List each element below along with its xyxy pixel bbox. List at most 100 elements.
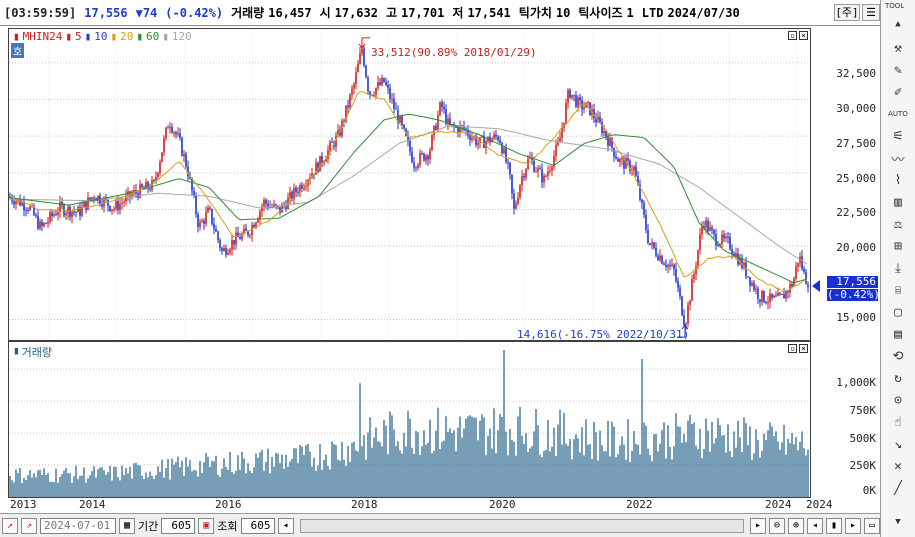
candle-body <box>749 277 751 286</box>
volume-bar <box>217 474 219 497</box>
candle-body <box>409 140 411 152</box>
volume-bar <box>205 452 207 497</box>
candle-body <box>555 145 557 156</box>
candle-body <box>55 214 57 216</box>
scroll-right-icon[interactable]: ▸ <box>750 517 766 534</box>
y-tick-label: 32,500 <box>836 67 876 80</box>
candle-icon[interactable]: ▥ <box>894 194 902 210</box>
candle-body <box>59 202 61 213</box>
ma60-label: 60 <box>146 30 160 43</box>
zoom-in-icon[interactable]: ⊕ <box>788 517 804 534</box>
compare-icon[interactable]: ⚖ <box>894 216 902 232</box>
zoom-icon[interactable]: ⊙ <box>894 392 902 408</box>
volume-bar <box>703 448 705 497</box>
hammer-icon[interactable]: ✎ <box>894 62 902 78</box>
volume-bar <box>113 466 115 497</box>
cross-icon[interactable]: ✕ <box>894 458 902 474</box>
volume-bar <box>501 417 503 497</box>
chart-scrollbar[interactable] <box>299 518 744 533</box>
volume-bar <box>531 446 533 497</box>
scroll-left-icon[interactable]: ◂ <box>277 517 294 534</box>
volume-bar <box>617 454 619 497</box>
edit-icon[interactable]: ✐ <box>894 84 902 100</box>
candle-body <box>119 203 121 211</box>
window-icon[interactable]: ▢ <box>894 304 902 320</box>
volume-bar <box>239 469 241 497</box>
candle-body <box>641 199 643 203</box>
stats-icon[interactable]: ⚟ <box>892 128 904 144</box>
volume-bar <box>191 471 193 497</box>
volume-bar <box>709 451 711 497</box>
scale-right-icon[interactable]: ▸ <box>845 517 861 534</box>
candle-body <box>803 268 805 272</box>
volume-bar <box>231 472 233 497</box>
toolbar-collapse-icon[interactable]: ▲ <box>895 19 901 29</box>
candle-body <box>447 118 449 124</box>
settings-icon[interactable]: ☰ <box>862 4 880 21</box>
reload-icon[interactable]: ⟲ <box>892 348 904 364</box>
candle-body <box>365 65 367 78</box>
zoom-out-icon[interactable]: ⊖ <box>769 517 785 534</box>
volume-bar <box>93 466 95 497</box>
volume-bar <box>51 481 53 497</box>
reset-zoom-icon[interactable]: ▭ <box>864 517 880 534</box>
volume-chart-pane[interactable]: ▮ 거래량 ▫ × <box>8 341 811 498</box>
rotate-icon[interactable]: ↻ <box>894 370 902 386</box>
volume-bar <box>469 415 471 497</box>
volume-bar <box>279 463 281 497</box>
query-icon[interactable]: ▣ <box>198 517 215 534</box>
period-input[interactable]: 605 <box>161 517 196 534</box>
calendar-icon[interactable]: ▦ <box>119 517 135 534</box>
candle-body <box>759 299 761 302</box>
volume-bar <box>377 441 379 497</box>
line-draw-icon[interactable]: ╱ <box>894 480 902 496</box>
wave-icon[interactable]: 〰 <box>891 152 905 168</box>
volume-bar <box>467 416 469 497</box>
volume-bar <box>637 444 639 497</box>
split-icon[interactable]: ⊞ <box>894 238 902 254</box>
scale-left-icon[interactable]: ◂ <box>807 517 823 534</box>
query-input[interactable]: 605 <box>240 517 275 534</box>
volume-bar <box>689 414 691 497</box>
volume-bar <box>675 413 677 497</box>
volume-bar <box>75 465 77 497</box>
bar-scale-icon[interactable]: ▮ <box>826 517 842 534</box>
candle-body <box>53 214 55 217</box>
pane-maximize-icon[interactable]: ▫ <box>788 344 797 353</box>
volume-bar <box>211 460 213 497</box>
chart-type-icon[interactable]: ↗ <box>2 517 18 534</box>
arrow-icon[interactable]: ↘ <box>894 436 902 452</box>
candle-body <box>299 185 301 193</box>
period-label: 기간 <box>138 519 159 533</box>
auto-icon[interactable]: AUTO <box>888 110 908 118</box>
download-icon[interactable]: ⤓ <box>895 260 901 276</box>
ho-badge[interactable]: 호 <box>11 43 25 58</box>
pane-maximize-icon[interactable]: ▫ <box>788 31 797 40</box>
volume-bar <box>11 480 13 497</box>
quote-change: ▼74 <box>135 5 158 20</box>
volume-bar <box>95 477 97 497</box>
start-date-field[interactable]: 2024-07-01 <box>40 517 116 534</box>
volume-bar <box>681 442 683 497</box>
calc-icon[interactable]: ⌸ <box>895 285 901 295</box>
volume-bar <box>135 462 137 497</box>
pane-close-icon[interactable]: × <box>799 31 808 40</box>
pane-close-icon[interactable]: × <box>799 344 808 353</box>
period-week-button[interactable]: [주] <box>834 4 860 21</box>
volume-bar <box>133 463 135 497</box>
volume-bar <box>389 411 391 497</box>
toolbar-scroll-down-icon[interactable]: ▼ <box>895 517 901 527</box>
candle-body <box>101 203 103 207</box>
volume-bar <box>421 446 423 497</box>
volume-bar <box>91 471 93 497</box>
volume-bar <box>147 477 149 497</box>
volume-bar <box>527 452 529 497</box>
volume-bar <box>599 430 601 497</box>
hand-icon[interactable]: ☝ <box>894 414 902 430</box>
layout-icon[interactable]: ▤ <box>894 326 902 342</box>
chart-mode-icon[interactable]: ⇗ <box>21 517 37 534</box>
candle-body <box>673 264 675 270</box>
price-chart-pane[interactable]: 호 ▮ MHIN24 ▮ 5 ▮ 10 ▮ 20 ▮ 60 ▮ 120 ▫ × 33,512… <box>8 28 811 341</box>
tick-chart-icon[interactable]: ⌇ <box>894 172 902 188</box>
wrench-icon[interactable]: ⚒ <box>894 40 902 56</box>
